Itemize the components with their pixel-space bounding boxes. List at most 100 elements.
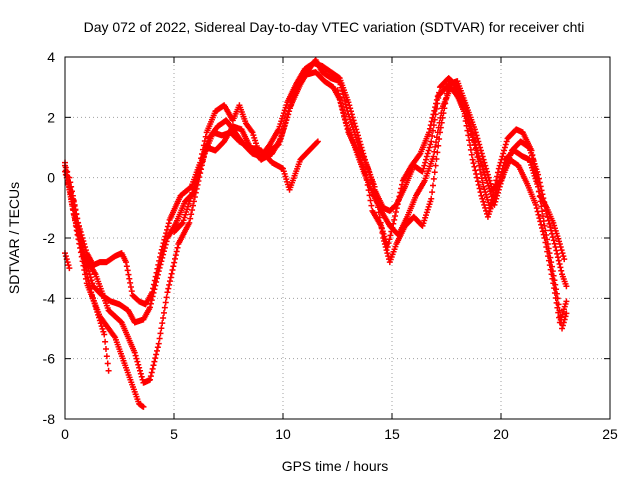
data-point xyxy=(148,297,155,304)
data-point xyxy=(162,299,169,306)
data-point xyxy=(465,132,472,139)
data-point xyxy=(192,177,199,184)
data-point xyxy=(86,271,93,278)
data-point xyxy=(398,185,405,192)
data-point xyxy=(549,230,556,237)
data-point xyxy=(85,265,92,272)
data-point xyxy=(550,237,557,244)
data-point xyxy=(478,192,485,199)
data-point xyxy=(481,159,488,166)
data-point xyxy=(467,142,474,149)
data-point xyxy=(66,265,73,272)
data-point xyxy=(378,224,385,231)
data-point xyxy=(433,96,440,103)
data-point xyxy=(354,129,361,136)
data-point xyxy=(477,189,484,196)
data-point xyxy=(494,192,501,199)
data-point xyxy=(188,211,195,218)
data-point xyxy=(496,183,503,190)
data-point xyxy=(479,195,486,202)
data-point xyxy=(134,358,141,365)
data-point xyxy=(421,162,428,169)
x-tick-label: 20 xyxy=(493,426,509,442)
data-point xyxy=(359,147,366,154)
data-point xyxy=(502,141,509,148)
data-point xyxy=(79,244,86,251)
data-point xyxy=(361,156,368,163)
data-point xyxy=(544,248,551,255)
data-point xyxy=(342,117,349,124)
data-point xyxy=(482,204,489,211)
data-point xyxy=(433,134,440,141)
data-point xyxy=(187,215,194,222)
data-point xyxy=(474,174,481,181)
data-point xyxy=(396,193,403,200)
data-point xyxy=(160,251,167,258)
data-point xyxy=(156,335,163,342)
data-point xyxy=(165,220,172,227)
x-tick-label: 25 xyxy=(602,426,618,442)
data-point xyxy=(501,144,508,151)
data-point xyxy=(538,221,545,228)
data-point xyxy=(335,90,342,97)
data-point xyxy=(156,264,163,271)
data-point xyxy=(64,177,71,184)
data-point xyxy=(557,244,564,251)
data-point xyxy=(554,250,561,257)
data-point xyxy=(173,248,180,255)
data-point xyxy=(480,156,487,163)
x-tick-label: 10 xyxy=(275,426,291,442)
data-point xyxy=(467,146,474,153)
data-point xyxy=(536,215,543,222)
data-point xyxy=(391,216,398,223)
data-point xyxy=(193,174,200,181)
data-point xyxy=(473,171,480,178)
data-point xyxy=(539,213,546,220)
data-point xyxy=(74,215,81,222)
data-point xyxy=(337,97,344,104)
data-point xyxy=(68,192,75,199)
data-point xyxy=(158,325,165,332)
data-point xyxy=(168,270,175,277)
data-point xyxy=(89,280,96,287)
data-point xyxy=(147,304,154,311)
y-tick-label: 0 xyxy=(47,170,55,186)
data-point xyxy=(563,283,570,290)
data-point xyxy=(497,180,504,187)
data-point xyxy=(549,275,556,282)
data-point xyxy=(340,110,347,117)
data-point xyxy=(432,143,439,150)
data-point xyxy=(546,262,553,269)
series-track-7 xyxy=(334,84,570,290)
data-point xyxy=(431,148,438,155)
data-point xyxy=(147,373,154,380)
data-point xyxy=(66,183,73,190)
data-point xyxy=(367,197,374,204)
data-point xyxy=(538,225,545,232)
data-point xyxy=(360,150,367,157)
data-point xyxy=(127,284,134,291)
data-point xyxy=(494,189,501,196)
data-point xyxy=(471,163,478,170)
data-point xyxy=(558,247,565,254)
data-point xyxy=(82,256,89,263)
data-point xyxy=(483,165,490,172)
data-point xyxy=(426,125,433,132)
data-point xyxy=(539,191,546,198)
data-point xyxy=(538,187,545,194)
data-point xyxy=(535,171,542,178)
data-point xyxy=(535,211,542,218)
data-point xyxy=(164,289,171,296)
data-point xyxy=(162,241,169,248)
data-point xyxy=(62,253,69,260)
data-point xyxy=(547,266,554,273)
data-point xyxy=(542,203,549,210)
data-point xyxy=(164,223,171,230)
data-point xyxy=(555,257,562,264)
data-point xyxy=(85,268,92,275)
data-point xyxy=(500,150,507,157)
data-point xyxy=(550,280,557,287)
data-point xyxy=(430,153,437,160)
data-point xyxy=(84,262,91,269)
data-point xyxy=(136,367,143,374)
